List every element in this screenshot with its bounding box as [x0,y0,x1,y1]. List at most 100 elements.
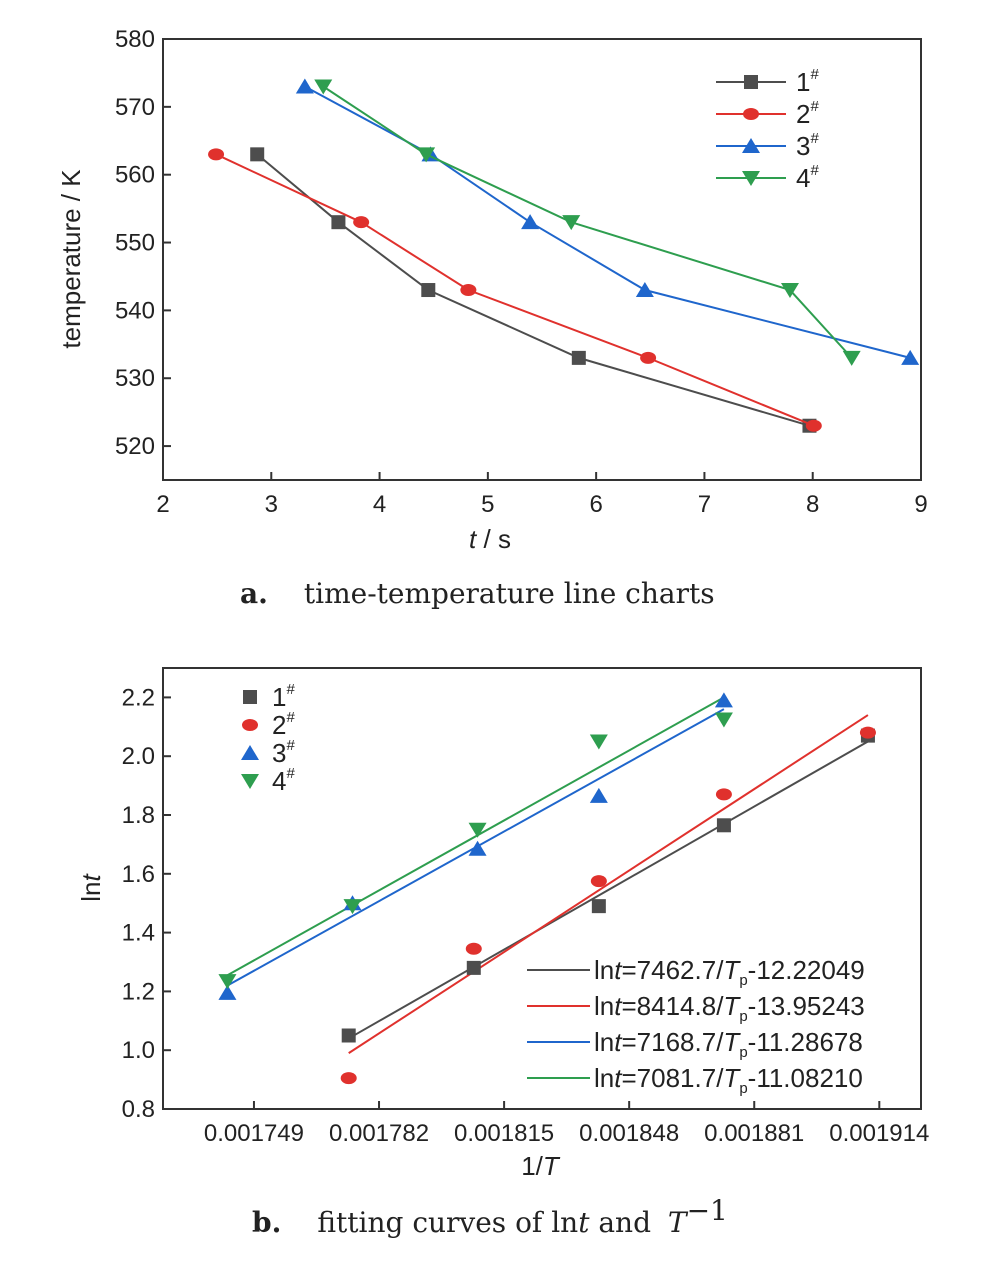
chart-a-series-3-point [295,78,314,94]
chart-b-series-4-point [468,822,487,838]
chart-a-series-1-point [250,147,265,162]
chart-b-ytick-label: 2.2 [122,684,155,711]
chart-b-fit-line [226,696,725,977]
chart-b-fit-legend-part: ln [594,991,614,1021]
chart-a-series-1-point [331,215,346,230]
chart-a-series-4-point [562,215,581,231]
chart-b-series-1-point [341,1028,356,1043]
chart-b-series-3-point [589,787,608,803]
chart-a-ytick-label: 570 [115,94,155,121]
chart-a-series-3-line [304,85,911,359]
chart-b-fit-legend: lnt=7462.7/Tp-12.22049lnt=8414.8/Tp-13.9… [527,955,865,1097]
chart-b-ticks: 0.001749 0.001782 0.001815 0.001848 0.001881… [122,684,930,1147]
chart-b-caption-letter: b. [252,1206,281,1239]
chart-a-series-1-point [421,283,436,298]
chart-b-xlabel: 1/T [521,1151,561,1181]
chart-a-legend-label: 2# [796,98,819,129]
chart-a-series-2-point [640,351,657,364]
chart-a-series-2-point [208,148,225,161]
chart-a-legend-marker [742,138,760,153]
chart-b-legend-sup: # [286,709,295,726]
chart-a-ytick-label: 540 [115,297,155,324]
chart-b-fit-legend-label: lnt=7081.7/Tp-11.08210 [594,1063,863,1097]
chart-a-xtick-label: 9 [914,491,927,518]
chart-a-series [208,78,920,433]
chart-b-fits [226,696,869,1054]
chart-b-legend-marker [243,690,257,704]
chart-b-series-2-point [715,788,732,801]
chart-a-series-2-point [353,216,370,229]
chart-b-caption-T: T [668,1206,689,1239]
chart-b-caption: b. fitting curves of lnt and T−1 [252,1194,728,1239]
chart-a-legend-label: 4# [796,162,819,193]
chart-b-series-2-point [465,942,482,955]
chart-b-fit-legend-label: lnt=8414.8/Tp-13.95243 [594,991,865,1025]
chart-b-legend-sup: # [286,681,295,698]
chart-b-fit-legend-label: lnt=7168.7/Tp-11.28678 [594,1027,863,1061]
chart-a-xlabel: t / s [469,524,511,554]
chart-a-xtick-label: 2 [156,491,169,518]
chart-b-fit-line [348,714,869,1054]
chart-b-fit-legend-part: T [723,991,741,1021]
chart-b-fit-legend-part: -12.22049 [748,955,865,985]
chart-b-series-3-point [714,692,733,708]
chart-a-plot-frame [162,38,922,481]
chart-b-legend-label: 1# [272,681,295,712]
chart-a-series-3-point [521,214,540,230]
chart-b-xtick-label: 0.001914 [829,1120,929,1147]
chart-b-fit-legend-part: ln [594,1063,614,1093]
chart-b-legend-marker [241,745,259,760]
chart-b-fit-legend-part: =7168.7/ [621,1027,724,1057]
chart-b-legend-label: 3# [272,737,295,768]
chart-b-fit-legend-part: t [614,991,623,1021]
chart-a-legend-marker [743,108,759,120]
chart-a-xtick-label: 5 [481,491,494,518]
chart-a-series-1-point [571,350,586,365]
chart-a-ytick-label: 530 [115,365,155,392]
chart-b-caption-sup: −1 [687,1194,728,1227]
chart-b-caption-text: fitting curves of ln [317,1206,578,1239]
chart-a-caption: a. time-temperature line charts [240,577,715,610]
chart-b-fit-legend-part: T [723,1027,741,1057]
chart-b-ytick-label: 1.8 [122,802,155,829]
chart-a-legend-marker [742,171,760,186]
chart-b-caption-italic: t [578,1206,590,1239]
chart-b-ytick-label: 1.6 [122,861,155,888]
chart-b-xtick-label: 0.001815 [454,1120,554,1147]
chart-b-fit-legend-part: t [614,955,623,985]
chart-b-series-3-point [468,840,487,856]
chart-a-ytick-label: 520 [115,433,155,460]
chart-b-legend-sup: # [286,737,295,754]
chart-a-xtick-label: 4 [373,491,386,518]
chart-a-legend-sup: # [810,162,819,179]
chart-b-fit-legend-part: T [723,955,741,985]
chart-a-legend-marker [744,75,758,89]
chart-b-series-4-point [714,712,733,728]
chart-b-fit-legend-part: =7462.7/ [621,955,724,985]
chart-b-xtick-label: 0.001848 [579,1120,679,1147]
chart-b-fit-line [348,740,869,1040]
chart-a-series-3-point [635,282,654,298]
chart-a-ytick-label: 580 [115,26,155,53]
chart-b-xtick-label: 0.001881 [704,1120,804,1147]
chart-a-ytick-label: 560 [115,162,155,189]
chart-a-series-4-point [780,283,799,299]
chart-a-xlabel-italic: t [469,524,478,554]
chart-b-fit-legend-part: -13.95243 [748,991,865,1021]
chart-a-legend-label: 3# [796,130,819,161]
chart-b-legend-marker [241,774,259,789]
chart-b-series-4-point [589,734,608,750]
chart-b-fit-legend-part: ln [594,955,614,985]
chart-b-fit-legend-part: =7081.7/ [621,1063,724,1093]
chart-b-series-1-point [591,899,606,914]
chart-b-fit-legend-part: =8414.8/ [621,991,724,1021]
chart-b-series-2-point [590,875,607,888]
chart-b-fit-legend-label: lnt=7462.7/Tp-12.22049 [594,955,865,989]
chart-b-fit-legend-part: -11.28678 [748,1027,863,1057]
chart-a-xtick-label: 8 [806,491,819,518]
chart-a-xtick-label: 3 [265,491,278,518]
chart-b-fit-legend-part: t [614,1063,623,1093]
chart-a-series-4-point [314,79,333,95]
chart-b-ytick-label: 1.0 [122,1037,155,1064]
chart-b-series-2-point [859,726,876,739]
